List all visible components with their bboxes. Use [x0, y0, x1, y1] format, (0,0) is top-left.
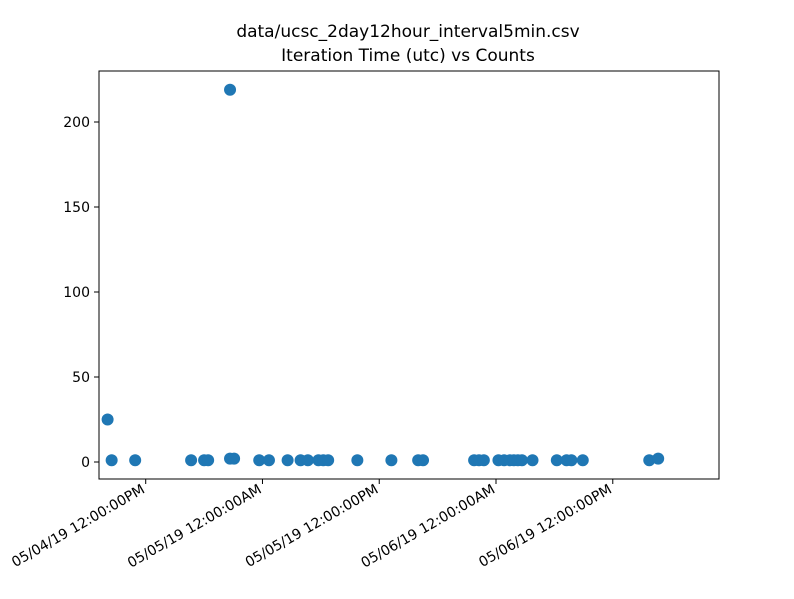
y-tick-label-2: 100 [63, 285, 90, 301]
data-point-29 [515, 454, 528, 467]
data-point-31 [550, 454, 563, 467]
data-point-34 [576, 454, 589, 467]
data-points [101, 83, 665, 467]
data-point-5 [202, 454, 215, 467]
y-tick-label-3: 150 [63, 200, 90, 216]
y-tick-label-4: 200 [63, 115, 90, 131]
data-point-9 [253, 454, 266, 467]
data-point-1 [105, 454, 118, 467]
data-point-35 [643, 454, 656, 467]
data-point-30 [526, 454, 539, 467]
plot-frame [98, 70, 720, 480]
data-point-36 [652, 452, 665, 465]
data-point-17 [351, 454, 364, 467]
y-tick-label-0: 0 [81, 455, 90, 471]
chart-title-line1: data/ucsc_2day12hour_interval5min.csv [236, 22, 579, 42]
data-point-10 [262, 454, 275, 467]
data-point-6 [224, 83, 237, 96]
data-point-3 [185, 454, 198, 467]
data-point-2 [129, 454, 142, 467]
data-point-0 [101, 413, 114, 426]
data-point-8 [228, 452, 241, 465]
data-point-18 [385, 454, 398, 467]
data-point-16 [322, 454, 335, 467]
data-point-13 [301, 454, 314, 467]
y-tick-label-1: 50 [72, 370, 90, 386]
y-axis: 0 50 100 150 200 [63, 115, 99, 471]
data-point-23 [477, 454, 490, 467]
data-point-11 [281, 454, 294, 467]
data-point-33 [565, 454, 578, 467]
data-point-20 [417, 454, 430, 467]
chart-title-line2: Iteration Time (utc) vs Counts [281, 46, 535, 66]
